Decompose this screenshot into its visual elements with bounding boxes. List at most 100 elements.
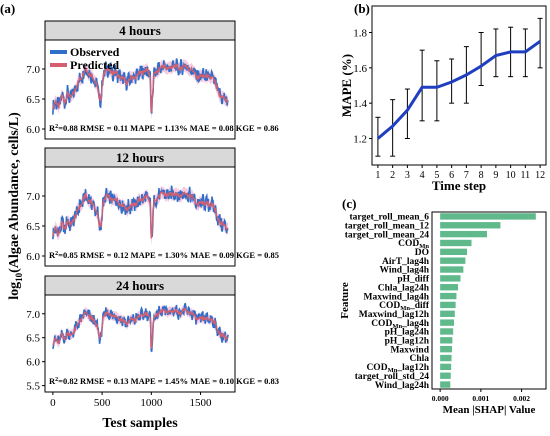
y-tick-label-2: 7.0 [26, 309, 40, 321]
subplot-title-0: 4 hours [119, 23, 161, 38]
shap-bar [440, 354, 452, 362]
shap-bar [440, 284, 459, 291]
shap-bar [440, 337, 453, 344]
shap-bar [440, 345, 452, 353]
shap-bar [440, 301, 456, 309]
shap-bar [440, 222, 501, 229]
subplot-title-bar-1 [44, 147, 236, 168]
y-tick-label-2: 6.5 [26, 333, 40, 345]
x-tick-label-b: 3 [405, 170, 410, 181]
y-tick-label-b: 1.6 [353, 63, 367, 75]
x-tick-label: 0 [50, 397, 56, 409]
shap-bar [440, 213, 536, 220]
feature-label: Wind_lag24h [375, 381, 430, 391]
feature-label: pH_diff [397, 275, 430, 285]
shap-bar [440, 310, 455, 317]
x-tick-label-b: 7 [464, 170, 469, 181]
panel-c-shap-bar-chart: target_roll_mean_6target_roll_mean_12tar… [339, 211, 547, 416]
shap-bar [440, 319, 454, 326]
predicted-series-0 [52, 63, 229, 113]
shap-bar [440, 292, 457, 300]
feature-label: Chla [409, 354, 429, 364]
x-axis-label-c: Mean |SHAP| Value [443, 404, 536, 416]
x-tick-label-c: 0.001 [472, 394, 489, 403]
prediction-interval-band-1 [52, 185, 229, 245]
y-tick-label-1: 6.5 [26, 221, 40, 233]
y-tick-label-1: 7.0 [26, 191, 40, 203]
legend-observed-label: Observed [70, 45, 120, 59]
feature-label: CODMn_lag4h [371, 319, 430, 330]
mape-line [376, 40, 541, 140]
shap-bar [440, 230, 487, 238]
x-tick-label-b: 10 [506, 170, 516, 181]
shap-bar [440, 372, 451, 379]
subplot-title-2: 24 hours [116, 278, 164, 293]
shap-bar [440, 381, 451, 388]
panel-a-prediction-plots: 4 hours 6.0 6.5 7.0 R2=0.88 RMSE = 0.11 MAPE… [7, 20, 279, 431]
x-tick-label: 500 [94, 397, 111, 409]
shap-bar [440, 239, 472, 247]
shap-bar [440, 275, 461, 282]
subplot-title-1: 12 hours [116, 150, 164, 165]
subplot-title-bar-0 [44, 20, 236, 41]
panel-label-c: (c) [342, 196, 356, 211]
legend-predicted-label: Predicted [70, 58, 119, 72]
feature-label: Maxwind_lag4h [364, 292, 430, 302]
y-tick-label-2: 6.0 [26, 357, 40, 369]
x-tick-label-b: 8 [479, 170, 484, 181]
x-tick-label-b: 11 [521, 170, 531, 181]
feature-label: AirT_lag4h [382, 257, 430, 267]
plot-frame-b [371, 5, 547, 166]
y-axis-label-c: Feature [339, 282, 351, 319]
feature-label: CODMn_lag12h [366, 363, 429, 374]
shap-bar [440, 248, 468, 256]
x-tick-label-b: 2 [390, 170, 395, 181]
y-tick-label-b: 1.2 [353, 134, 367, 146]
plot-frame-c [431, 211, 547, 390]
x-tick-label-c: 0.000 [432, 394, 449, 403]
y-tick-label-1: 6.0 [26, 251, 40, 263]
y-axis-label: log10(Algae Abundance, cells/L) [7, 112, 24, 300]
x-tick-label: 1000 [140, 397, 163, 409]
y-tick-label-2: 5.5 [26, 381, 40, 393]
observed-series-0 [52, 58, 229, 115]
metrics-text-2: R2=0.82 RMSE = 0.13 MAPE = 1.45% MAE = 0… [49, 376, 279, 386]
x-tick-label-b: 9 [493, 170, 498, 181]
x-tick-label-b: 1 [375, 170, 380, 181]
x-tick-label: 1500 [190, 397, 213, 409]
predicted-series-2 [52, 307, 229, 349]
feature-label: Maxwind_lag12h [359, 310, 430, 320]
x-tick-label-b: 6 [449, 170, 454, 181]
x-tick-label-b: 4 [420, 170, 425, 181]
feature-label: Chla_lag24h [378, 283, 430, 293]
y-tick-label-b: 1.4 [353, 98, 367, 110]
panel-label-a: (a) [0, 1, 15, 16]
feature-label: Wind_lag4h [380, 266, 430, 276]
metrics-text-1: R2=0.85 RMSE = 0.12 MAPE = 1.30% MAE = 0… [49, 250, 279, 260]
metrics-text-0: R2=0.88 RMSE = 0.11 MAPE = 1.13% MAE = 0… [49, 123, 279, 133]
feature-label: target_roll_mean_24 [345, 230, 429, 240]
y-tick-label-b: 1.8 [353, 28, 367, 40]
feature-label: pH_lag24h [385, 328, 430, 338]
feature-label: CODMn_diff [379, 301, 430, 312]
panel-label-b: (b) [354, 1, 370, 16]
shap-bar [440, 266, 464, 273]
feature-label: DO [415, 248, 429, 258]
x-axis-label-b: Time step [432, 178, 486, 193]
feature-label: target_roll_mean_6 [350, 213, 430, 223]
y-tick-label-0: 6.0 [26, 124, 40, 136]
y-tick-label-0: 6.5 [26, 94, 40, 106]
y-axis-label-b: MAPE (%) [339, 54, 354, 117]
subplot-title-bar-2 [44, 275, 236, 296]
shap-bar [440, 257, 466, 264]
x-tick-label-b: 12 [535, 170, 545, 181]
shap-bar [440, 328, 454, 335]
predicted-series-1 [52, 190, 229, 239]
y-tick-label-0: 7.0 [26, 64, 40, 76]
x-tick-label-c: 0.002 [513, 394, 530, 403]
feature-label: Maxwind [390, 345, 429, 355]
feature-label: target_roll_mean_12 [345, 221, 429, 231]
feature-label: CODMn [398, 239, 429, 250]
